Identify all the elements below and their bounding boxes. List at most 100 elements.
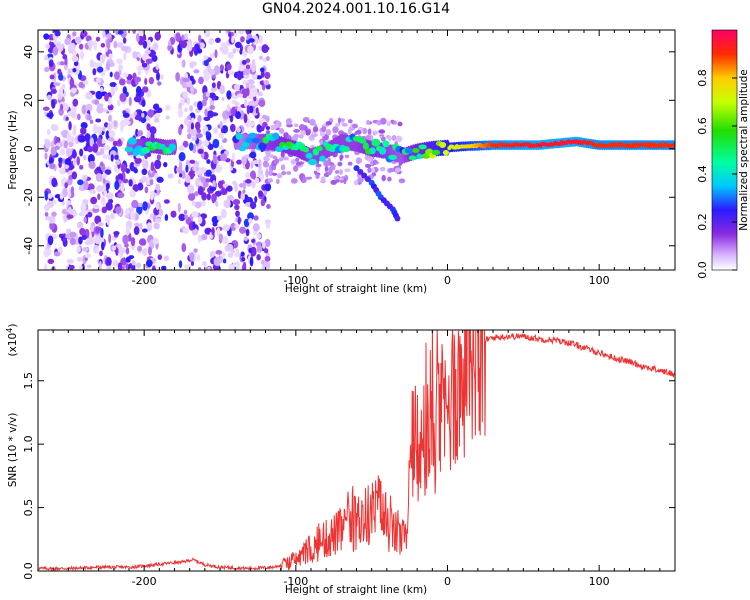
spectrogram-noise-blob (77, 113, 81, 121)
spectrogram-halo-blob (313, 170, 318, 174)
spectrogram-noise-blob (216, 215, 222, 221)
spectrogram-noise-blob (207, 266, 211, 270)
spectrogram-halo-blob (285, 118, 293, 126)
spectrogram-halo-blob (342, 122, 348, 127)
signal-trace-blob (305, 152, 313, 159)
colorbar-axis: 0.0 0.2 0.4 0.6 0.8 (696, 29, 738, 279)
spectrogram-noise-blob (220, 188, 228, 196)
spectrogram-noise-blob (226, 104, 231, 112)
spectrogram-noise-blob (149, 178, 154, 186)
spectrogram-halo-blob (343, 177, 347, 185)
spectrogram-noise-blob (241, 257, 246, 262)
spectrogram-noise-blob (251, 73, 258, 80)
spectrogram-halo-blob (355, 129, 362, 135)
spectrogram-noise-blob (101, 126, 106, 132)
spectrogram-noise-blob (264, 80, 270, 86)
spectrogram-noise-blob (264, 71, 271, 80)
spectrogram-noise-blob (79, 265, 83, 270)
spectrogram-halo-blob (386, 120, 391, 127)
spectrogram-noise-blob (80, 208, 87, 215)
spectrogram-noise-blob (147, 39, 152, 47)
spectrogram-halo-blob (337, 161, 343, 167)
spectrogram-noise-blob (46, 128, 51, 136)
spectrogram-noise-blob (100, 42, 106, 48)
spectrogram-noise-blob (168, 40, 172, 47)
spectrogram-noise-blob (65, 147, 72, 158)
spectrogram-noise-blob (73, 60, 79, 67)
spectrogram-noise-blob (205, 131, 210, 137)
spectrogram-noise-blob (209, 105, 215, 111)
spectrogram-noise-blob (67, 206, 72, 214)
spectrogram-noise-blob (152, 103, 160, 111)
spectrogram-noise-blob (136, 33, 140, 43)
signal-trace-blob (418, 144, 427, 150)
snr-xtick-label: -100 (283, 575, 308, 588)
spectrogram-halo-blob (358, 126, 364, 131)
spectrogram-noise-blob (95, 172, 103, 182)
spectrogram-noise-blob (132, 184, 140, 192)
spectrogram-noise-blob (263, 260, 271, 270)
spectrogram-halo-blob (347, 119, 353, 124)
snr-panel: -200 -100 0 100 0.0 0.5 1.0 1.5 Height of strai… (5, 324, 676, 596)
spectrogram-noise-blob (120, 46, 129, 52)
spectrogram-halo-blob (265, 130, 271, 135)
spectrogram-noise-blob (197, 115, 202, 123)
spectrogram-noise-blob (238, 64, 245, 72)
spectrogram-noise-blob (115, 175, 119, 182)
spectrogram-noise-blob (44, 190, 49, 201)
spectrogram-noise-blob (92, 142, 99, 153)
spectrogram-noise-blob (133, 226, 140, 236)
spectrogram-noise-blob (263, 248, 269, 254)
spectrogram-noise-blob (248, 247, 252, 253)
spectrogram-noise-blob (81, 175, 88, 181)
spectrogram-noise-blob (177, 202, 181, 213)
spectrogram-noise-blob (66, 132, 72, 142)
spectrogram-ytick-label: 20 (22, 93, 35, 107)
spectrogram-noise-blob (128, 179, 133, 187)
spectrogram-noise-blob (125, 247, 130, 255)
spectrogram-noise-blob (152, 237, 159, 245)
spectrogram-halo-blob (390, 119, 394, 124)
signal-trace-blob (378, 146, 387, 155)
spectrogram-noise-blob (152, 42, 159, 51)
spectrogram-noise-blob (132, 30, 137, 34)
spectrogram-noise-blob (181, 34, 185, 42)
spectrogram-noise-blob (53, 30, 58, 34)
spectrogram-noise-blob (264, 238, 271, 248)
spectrogram-noise-blob (82, 247, 88, 252)
spectrogram-noise-blob (235, 248, 240, 254)
spectrogram-noise-blob (227, 51, 235, 59)
spectrogram-halo-blob (295, 161, 302, 166)
spectrogram-noise-blob (214, 164, 223, 173)
spectrogram-noise-blob (214, 49, 218, 59)
spectrogram-noise-blob (120, 122, 124, 132)
signal-trace-blob (308, 158, 318, 166)
spectrogram-noise-blob (175, 72, 181, 82)
spectrogram-noise-blob (72, 149, 77, 159)
spectrogram-noise-blob (107, 104, 114, 111)
spectrogram-noise-blob (136, 262, 142, 269)
snr-ytick-label: 1.0 (22, 435, 35, 453)
spectrogram-noise-blob (72, 98, 79, 107)
spectrogram-halo-blob (344, 154, 350, 159)
colorbar-tick-label: 0.0 (696, 261, 709, 279)
spectrogram-noise-blob (54, 194, 61, 199)
spectrogram-noise-blob (145, 58, 153, 64)
spectrogram-noise-blob (47, 235, 54, 246)
spectrogram-noise-blob (85, 91, 93, 100)
spectrogram-noise-blob (115, 30, 119, 36)
spectrogram-noise-blob (177, 179, 182, 185)
spectrogram-noise-blob (42, 106, 50, 111)
spectrogram-noise-blob (89, 119, 94, 124)
spectrogram-noise-blob (137, 52, 142, 58)
spectrogram-noise-blob (145, 259, 153, 268)
spectrogram-noise-blob (226, 243, 234, 252)
spectrogram-noise-blob (44, 140, 51, 149)
spectrogram-noise-blob (87, 146, 94, 153)
spectrogram-noise-blob (144, 78, 148, 86)
spectrogram-noise-blob (117, 30, 124, 35)
spectrogram-noise-blob (61, 129, 69, 139)
signal-trace-blob (412, 148, 420, 154)
spectrogram-noise-blob (242, 180, 247, 190)
spectrogram-noise-blob (117, 262, 123, 270)
